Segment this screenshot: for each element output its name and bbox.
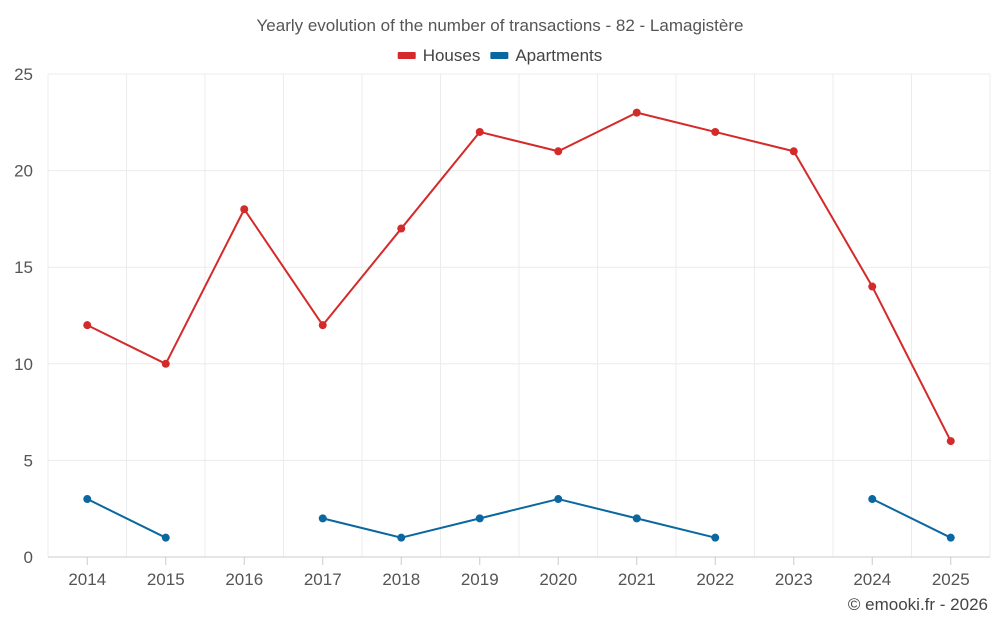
grid (47, 73, 991, 557)
data-point-houses (161, 359, 170, 368)
data-point-houses (946, 437, 955, 446)
y-tick-label: 5 (24, 451, 33, 470)
y-tick-label: 15 (14, 258, 33, 277)
x-tick-label: 2019 (461, 570, 499, 589)
data-point-apartments (946, 533, 955, 542)
data-point-apartments (161, 533, 170, 542)
data-point-houses (632, 108, 641, 117)
data-point-apartments (632, 514, 641, 523)
x-tick-label: 2020 (539, 570, 577, 589)
data-point-apartments (868, 495, 877, 504)
y-tick-label: 25 (14, 65, 33, 84)
x-tick-label: 2025 (932, 570, 970, 589)
x-tick-label: 2024 (853, 570, 891, 589)
y-axis: 0 5 10 15 20 25 (14, 65, 33, 567)
x-tick-label: 2016 (225, 570, 263, 589)
data-point-houses (240, 205, 249, 214)
x-axis: 2014 2015 2016 2017 2018 2019 2020 2021 2022 2023… (48, 556, 990, 589)
legend-swatch-apartments (490, 52, 509, 59)
data-point-apartments (475, 514, 484, 523)
data-point-apartments (397, 533, 406, 542)
data-point-houses (789, 147, 798, 156)
chart-title: Yearly evolution of the number of transa… (257, 16, 744, 35)
series-line-apartments (86, 498, 167, 539)
y-tick-label: 10 (14, 355, 33, 374)
data-point-houses (397, 224, 406, 233)
legend-label: Houses (423, 46, 481, 65)
x-tick-label: 2017 (304, 570, 342, 589)
x-tick-label: 2021 (618, 570, 656, 589)
series-line-houses (86, 111, 952, 442)
series-group (83, 108, 955, 542)
legend: Houses Apartments (397, 46, 602, 65)
data-point-apartments (554, 495, 563, 504)
x-tick-label: 2018 (382, 570, 420, 589)
legend-label: Apartments (515, 46, 602, 65)
y-tick-label: 0 (24, 548, 33, 567)
data-point-houses (554, 147, 563, 156)
x-tick-label: 2015 (147, 570, 185, 589)
credit-text: © emooki.fr - 2026 (848, 595, 988, 614)
x-tick-label: 2023 (775, 570, 813, 589)
data-point-houses (318, 321, 327, 330)
data-point-houses (83, 321, 92, 330)
y-tick-label: 20 (14, 162, 33, 181)
data-point-apartments (711, 533, 720, 542)
series-line-apartments (871, 498, 952, 539)
series-line-apartments (322, 498, 716, 539)
data-point-houses (868, 282, 877, 291)
x-tick-label: 2014 (68, 570, 106, 589)
data-point-houses (711, 127, 720, 136)
legend-swatch-houses (397, 52, 416, 59)
data-point-apartments (83, 495, 92, 504)
data-point-apartments (318, 514, 327, 523)
x-tick-label: 2022 (696, 570, 734, 589)
data-point-houses (475, 127, 484, 136)
